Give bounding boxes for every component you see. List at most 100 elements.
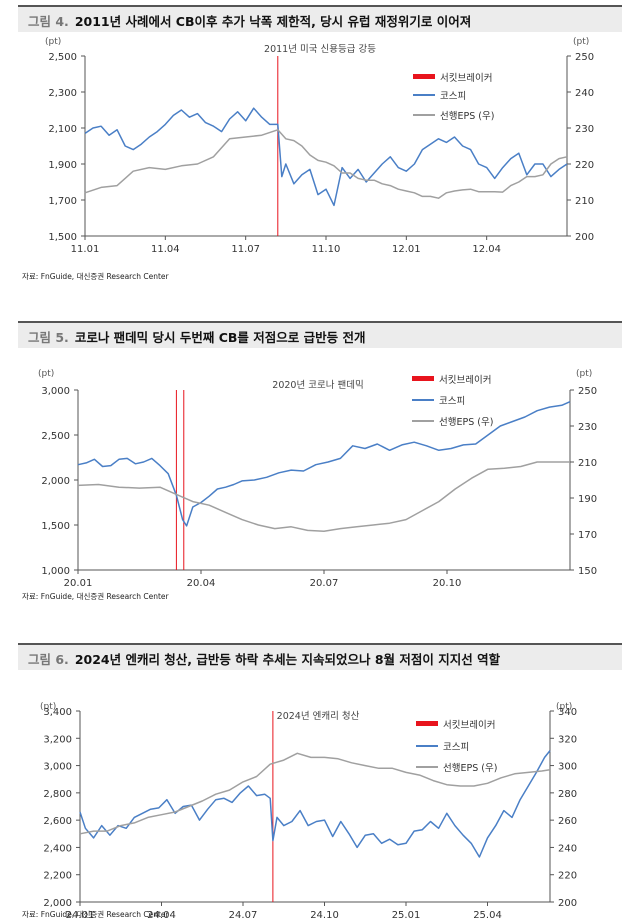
legend-label: 코스피 [439,396,465,407]
source-note: 자료: FnGuide, 대신증권 Research Center [22,272,169,281]
chart-panel-3: 그림 6. 2024년 엔캐리 청산, 급반등 하락 추세는 지속되었으나 8월 … [0,638,637,924]
right-tick-label: 250 [575,52,594,63]
x-tick-label: 20.04 [187,578,216,589]
left-tick-label: 2,100 [48,124,77,135]
x-tick-label: 24.07 [229,910,258,921]
legend-label: 서킷브레이커 [443,719,495,731]
left-axis-unit: (pt) [45,37,61,47]
left-tick-label: 1,900 [48,160,77,171]
forward-eps-line [77,461,570,533]
left-tick-label: 2,500 [41,431,70,442]
left-tick-label: 2,500 [48,52,77,63]
right-axis-unit: (pt) [573,37,589,47]
figure-title-bar: 그림 6. 2024년 엔캐리 청산, 급반등 하락 추세는 지속되었으나 8월 … [18,643,622,670]
x-tick-label: 12.04 [472,244,501,255]
right-tick-label: 230 [578,422,597,433]
figure-title-bar: 그림 4. 2011년 사례에서 CB이후 추가 낙폭 제한적, 당시 유럽 재정… [18,5,622,32]
left-tick-label: 1,700 [48,196,77,207]
left-tick-label: 3,400 [43,707,72,718]
legend-label: 서킷브레이커 [440,72,492,84]
figure-label: 그림 4. [28,14,69,29]
left-tick-label: 2,000 [41,476,70,487]
left-axis-unit: (pt) [40,702,56,712]
figure-title-text: 2024년 엔캐리 청산, 급반등 하락 추세는 지속되었으나 8월 저점이 지… [74,652,501,667]
x-tick-label: 24.04 [147,910,176,921]
chart-2: (pt) (pt) 1,000 1,500 2,000 2,500 3,000 150 170 1… [38,369,597,589]
figure-title-bar: 그림 5. 코로나 팬데믹 당시 두번째 CB를 저점으로 급반등 전개 [18,321,622,348]
legend-label: 선행EPS (우) [440,110,494,122]
left-tick-label: 1,500 [41,521,70,532]
source-note: 자료: FnGuide, 대신증권 Research Center [22,910,169,919]
figure-title-text: 2011년 사례에서 CB이후 추가 낙폭 제한적, 당시 유럽 재정위기로 이… [74,14,472,29]
x-tick-label: 12.01 [392,244,421,255]
chart-panel-2: 그림 5. 코로나 팬데믹 당시 두번째 CB를 저점으로 급반등 전개 (pt)… [0,318,637,608]
right-tick-label: 260 [558,816,577,827]
right-tick-label: 170 [578,530,597,541]
figure-title-text: 코로나 팬데믹 당시 두번째 CB를 저점으로 급반등 전개 [74,330,366,345]
chart-3: (pt) (pt) 2,000 2,200 2,400 2,600 2,800 3,000 3,… [40,702,577,921]
x-tick-label: 24.10 [310,910,339,921]
x-tick-label: 25.01 [392,910,421,921]
left-axis-unit: (pt) [38,369,54,379]
right-tick-label: 210 [575,196,594,207]
event-annotation: 2011년 미국 신용등급 강등 [264,44,376,55]
legend-swatch-circuit-breaker [416,721,438,726]
right-tick-label: 190 [578,494,597,505]
right-tick-label: 300 [558,762,577,773]
x-tick-label: 11.01 [71,244,100,255]
chart-panel-1: 그림 4. 2011년 사례에서 CB이후 추가 낙폭 제한적, 당시 유럽 재정… [0,0,637,290]
figure-title: 그림 4. 2011년 사례에서 CB이후 추가 낙폭 제한적, 당시 유럽 재정… [28,11,471,30]
right-tick-label: 240 [575,88,594,99]
source-note: 자료: FnGuide, 대신증권 Research Center [22,592,169,601]
legend-label: 선행EPS (우) [439,416,493,428]
right-tick-label: 200 [575,232,594,243]
x-tick-label: 11.04 [151,244,180,255]
right-tick-label: 200 [558,898,577,909]
right-axis-unit: (pt) [556,702,572,712]
right-tick-label: 340 [558,707,577,718]
left-tick-label: 2,800 [43,789,72,800]
right-tick-label: 320 [558,734,577,745]
event-annotation: 2024년 엔캐리 청산 [277,711,360,722]
x-tick-label: 20.01 [64,578,93,589]
legend-label: 코스피 [443,742,469,753]
left-tick-label: 2,000 [43,898,72,909]
x-tick-label: 20.07 [310,578,339,589]
right-tick-label: 240 [558,843,577,854]
figure-label: 그림 6. [28,652,69,667]
forward-eps-line [79,752,551,835]
right-axis-unit: (pt) [576,369,592,379]
left-tick-label: 2,300 [48,88,77,99]
left-tick-label: 2,600 [43,816,72,827]
figure-label: 그림 5. [28,330,69,345]
chart-1: (pt) (pt) 1,500 1,700 1,900 2,100 2,300 2,500 20… [45,37,594,255]
legend-swatch-circuit-breaker [413,74,435,79]
left-tick-label: 1,000 [41,566,70,577]
legend-swatch-circuit-breaker [412,376,434,381]
right-tick-label: 230 [575,124,594,135]
left-tick-label: 2,400 [43,843,72,854]
right-tick-label: 220 [558,871,577,882]
forward-eps-line [84,129,568,199]
left-tick-label: 2,200 [43,871,72,882]
left-tick-label: 3,200 [43,734,72,745]
kospi-line [84,107,568,207]
event-annotation: 2020년 코로나 팬데믹 [272,379,363,391]
x-tick-label: 24.01 [66,910,95,921]
right-tick-label: 210 [578,458,597,469]
right-tick-label: 250 [578,386,597,397]
legend-label: 코스피 [440,91,466,102]
x-tick-label: 25.04 [473,910,502,921]
right-tick-label: 150 [578,566,597,577]
legend-label: 서킷브레이커 [439,374,491,386]
left-tick-label: 3,000 [41,386,70,397]
legend-label: 선행EPS (우) [443,762,497,774]
left-tick-label: 1,500 [48,232,77,243]
right-tick-label: 280 [558,789,577,800]
x-tick-label: 11.10 [312,244,341,255]
right-tick-label: 220 [575,160,594,171]
left-tick-label: 3,000 [43,762,72,773]
kospi-line [79,750,551,858]
figure-title: 그림 6. 2024년 엔캐리 청산, 급반등 하락 추세는 지속되었으나 8월 … [28,649,500,668]
kospi-line [77,401,571,527]
